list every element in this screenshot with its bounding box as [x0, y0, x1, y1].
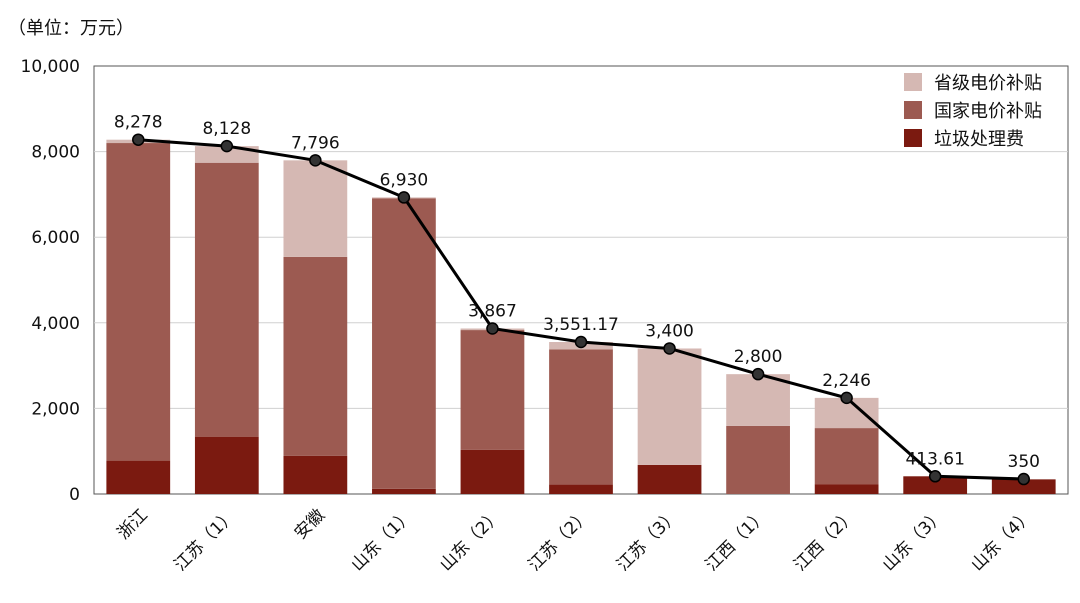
total-data-label: 350	[1008, 452, 1040, 472]
bar-segment	[372, 198, 436, 489]
y-tick-label: 6,000	[31, 228, 80, 248]
x-tick-label: 江西（2）	[790, 505, 860, 575]
total-data-label: 413.61	[905, 449, 964, 469]
y-tick-label: 0	[69, 485, 80, 505]
x-tick-label: 山东（1）	[348, 505, 418, 575]
x-tick-label: 山东（3）	[879, 505, 949, 575]
y-tick-label: 4,000	[31, 314, 80, 334]
x-tick-label: 江苏（1）	[170, 505, 240, 575]
bar-segment	[991, 479, 1056, 494]
total-point	[928, 470, 942, 483]
x-tick-label: 江西（1）	[702, 505, 772, 575]
bar-segment	[283, 256, 348, 456]
legend-label: 省级电价补贴	[934, 73, 1042, 94]
total-point	[132, 133, 145, 146]
total-point	[840, 391, 853, 405]
total-point	[663, 342, 676, 355]
legend-swatch	[904, 101, 922, 119]
bar-segment	[194, 162, 259, 437]
bar-segment	[283, 160, 348, 257]
total-point	[309, 154, 322, 167]
legend-label: 垃圾处理费	[934, 129, 1024, 150]
x-tick-label: 江苏（3）	[613, 505, 683, 575]
bar-segment	[637, 464, 702, 494]
x-tick-label: 江苏（2）	[525, 505, 595, 575]
bar-segment	[283, 455, 348, 494]
bar-segment	[903, 476, 968, 494]
total-data-label: 3,551.17	[543, 315, 619, 335]
total-data-label: 2,800	[734, 347, 783, 367]
total-data-label: 2,246	[822, 371, 871, 391]
legend-swatch	[904, 129, 922, 147]
bar-segment	[460, 449, 525, 494]
total-point	[1017, 472, 1030, 486]
total-point	[751, 367, 765, 381]
x-tick-label: 安徽	[291, 505, 329, 543]
x-tick-label: 山东（4）	[967, 505, 1037, 575]
total-point	[397, 191, 411, 204]
bar-segment	[106, 460, 171, 494]
total-point	[220, 139, 234, 153]
bar-segment	[372, 488, 436, 494]
x-tick-label: 浙江	[114, 505, 152, 543]
y-tick-label: 8,000	[31, 143, 80, 163]
y-tick-label: 10,000	[21, 57, 80, 77]
bar-segment	[106, 143, 171, 461]
y-tick-label: 2,000	[31, 399, 80, 419]
unit-label: （单位：万元）	[8, 18, 134, 39]
total-data-label: 8,128	[202, 119, 251, 139]
bar-segment	[814, 484, 879, 494]
total-data-label: 7,796	[291, 133, 340, 153]
bar-segment	[814, 428, 879, 485]
bar-segment	[194, 436, 259, 494]
total-point	[574, 335, 588, 349]
bar-segment	[637, 348, 702, 465]
legend-label: 国家电价补贴	[934, 101, 1042, 122]
bar-segment	[460, 330, 525, 450]
total-data-label: 3,867	[468, 301, 517, 321]
total-data-label: 6,930	[380, 170, 429, 190]
total-data-label: 3,400	[645, 321, 694, 341]
legend-swatch	[904, 73, 922, 91]
bar-segment	[549, 484, 613, 494]
bar-segment	[726, 374, 790, 426]
total-data-label: 8,278	[114, 113, 163, 133]
bar-segment	[549, 349, 613, 485]
bar-segment	[194, 146, 259, 163]
x-tick-label: 山东（2）	[436, 505, 506, 575]
total-point	[486, 322, 499, 335]
bar-segment	[726, 425, 790, 494]
